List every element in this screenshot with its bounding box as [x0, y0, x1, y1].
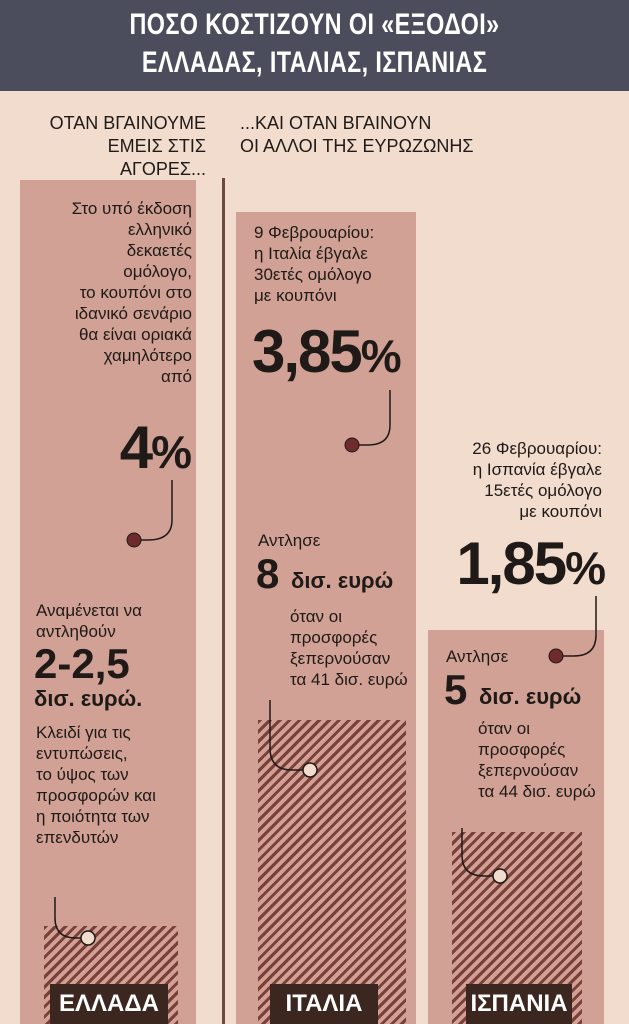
label-greece: ΕΛΛΑΔΑ: [50, 984, 168, 1024]
left-heading: ΟΤΑΝ ΒΓΑΙΝΟΥΜΕ ΕΜΕΙΣ ΣΤΙΣ ΑΓΟΡΕΣ...: [49, 113, 206, 179]
title-line-1: ΠΟΣΟ ΚΟΣΤΙΖΟΥΝ ΟΙ «ΕΞΟΔΟΙ»: [129, 8, 500, 41]
greece-intro: Στο υπό έκδοση ελληνικό δεκαετές ομόλογο…: [71, 199, 192, 386]
greece-amount: 2-2,5: [34, 640, 130, 687]
italy-intro: 9 Φεβρουαρίου: η Ιταλία έβγαλε 30ετές ομ…: [254, 223, 375, 305]
italy-hatch: [258, 720, 406, 1024]
greece-expect: Αναμένεται να αντληθούν: [36, 601, 142, 641]
spain-intro: 26 Φεβρουαρίου: η Ισπανία έβγαλε 15ετές …: [472, 439, 602, 521]
greece-rate: 4%: [119, 414, 192, 481]
spain-note: όταν οι προσφορές ξεπερνούσαν τα 44 δισ.…: [478, 719, 596, 801]
spain-amount: 5 δισ. ευρώ: [444, 666, 582, 713]
italy-raised-label: Αντλησε: [258, 531, 321, 550]
greece-note: Κλειδί για τις εντυπώσεις, το ύψος των π…: [36, 723, 156, 847]
right-heading: ...ΚΑΙ ΟΤΑΝ ΒΓΑΙΝΟΥΝ ΟΙ ΑΛΛΟΙ ΤΗΣ ΕΥΡΩΖΩ…: [240, 113, 474, 156]
spain-rate: 1,85%: [456, 530, 606, 597]
italy-rate: 3,85%: [252, 318, 402, 385]
label-italy: ΙΤΑΛΙΑ: [270, 984, 378, 1024]
greece-amount-unit: δισ. ευρώ.: [34, 686, 143, 711]
greece-bar: [20, 180, 196, 1024]
italy-note: όταν οι προσφορές ξεπερνούσαν τα 41 δισ.…: [290, 607, 408, 689]
spain-raised-label: Αντλησε: [446, 647, 509, 666]
title-line-2: ΕΛΛΑΔΑΣ, ΙΤΑΛΙΑΣ, ΙΣΠΑΝΙΑΣ: [141, 46, 488, 79]
column-divider: [222, 178, 225, 1024]
header-banner: ΠΟΣΟ ΚΟΣΤΙΖΟΥΝ ΟΙ «ΕΞΟΔΟΙ» ΕΛΛΑΔΑΣ, ΙΤΑΛ…: [0, 0, 629, 91]
italy-amount: 8 δισ. ευρώ: [256, 550, 394, 597]
label-spain: ΙΣΠΑΝΙΑ: [466, 984, 572, 1024]
